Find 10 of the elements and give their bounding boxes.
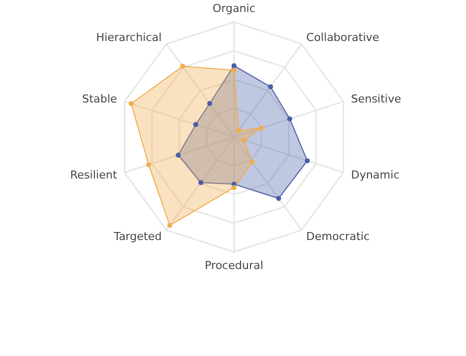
spoke-label: Collaborative xyxy=(306,30,380,44)
spoke-label: Stable xyxy=(82,92,118,106)
spoke-label: Sensitive xyxy=(350,92,402,106)
spoke-label: Hierarchical xyxy=(96,30,162,44)
spoke-label: Democratic xyxy=(306,230,370,244)
spoke-label: Resilient xyxy=(70,168,118,182)
spoke-label: Organic xyxy=(212,2,256,15)
spoke-label: Targeted xyxy=(112,230,162,244)
spoke-label: Procedural xyxy=(204,259,264,272)
spoke-label: Dynamic xyxy=(350,168,400,182)
